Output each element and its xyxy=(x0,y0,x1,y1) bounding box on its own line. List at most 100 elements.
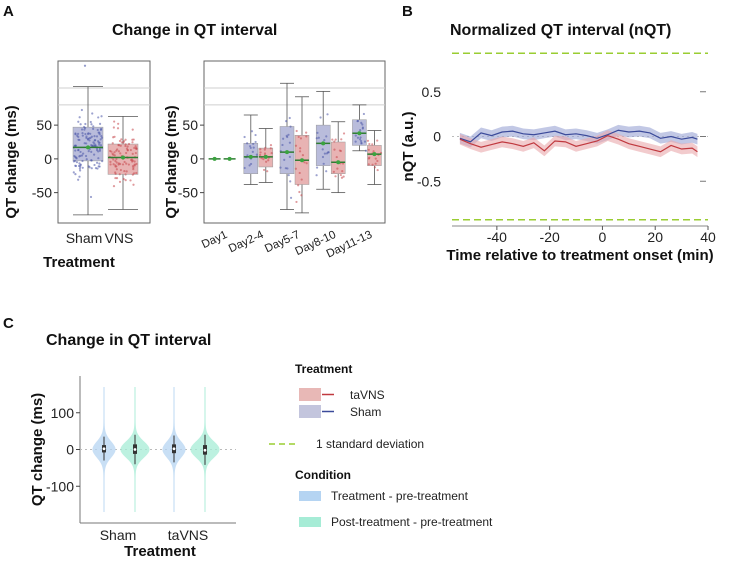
a1-box-sham-point xyxy=(93,139,96,142)
b-band-sham xyxy=(459,124,698,148)
a1-box-sham-point xyxy=(78,138,81,142)
a1-box-sham-point xyxy=(90,167,93,170)
a2-box-day2-4-sham-point xyxy=(251,150,254,153)
a2-box-day8-10-sham-point xyxy=(322,162,325,165)
a2-box-day5-7-vns-point xyxy=(295,200,298,204)
a2-box-day2-4-sham-point xyxy=(252,146,255,149)
a2-box-day5-7-vns-point xyxy=(297,184,300,187)
a1-box-vns-point xyxy=(131,173,134,176)
c-xtick-label: Sham xyxy=(100,527,137,543)
a1-box-sham-point xyxy=(78,116,81,119)
a1-box-sham-point xyxy=(74,149,77,152)
a2-box-day2-4-vns-point xyxy=(266,170,269,173)
a1-box-vns-point xyxy=(133,163,136,166)
a2-box-day2-4-vns-point xyxy=(269,147,272,150)
a1-ytick-label: 50 xyxy=(36,117,52,133)
b-band-tavns xyxy=(459,130,698,158)
c-xlabel: Treatment xyxy=(124,543,196,560)
a1-box-vns-point xyxy=(125,170,128,173)
a2-box-day8-10-vns-point xyxy=(335,155,338,159)
a1-box-sham-point xyxy=(75,156,78,159)
a2-xtick-label: Day2-4 xyxy=(227,229,266,256)
a1-box-sham-point xyxy=(83,128,86,131)
b-xtick-label: 20 xyxy=(647,229,663,245)
a1-box-vns-point xyxy=(119,168,122,172)
a2-box-day2-4-vns-point xyxy=(270,151,273,155)
a1-box-vns-point xyxy=(112,163,115,166)
a1-box-vns-point xyxy=(109,149,112,153)
a2-box-day11-13-sham-point xyxy=(354,140,357,143)
a1-box-sham-point xyxy=(89,195,93,199)
a1-box-vns-point xyxy=(133,160,136,163)
a1-ytick-label: 0 xyxy=(44,151,52,167)
a2-box-day8-10-sham-points xyxy=(315,113,330,177)
a1-box-vns-point xyxy=(129,148,132,152)
a1-box-sham-point xyxy=(96,128,99,132)
a2-box-day5-7-sham-box xyxy=(279,126,295,174)
a1-box-sham-point xyxy=(87,165,90,168)
a2-box-day1-vns-mean xyxy=(227,156,232,161)
a1-box-sham-point xyxy=(79,163,82,166)
a2-box-day2-4-vns-point xyxy=(259,148,262,151)
a2-box-day2-4-sham-point xyxy=(249,146,252,150)
a2-ytick-label: 50 xyxy=(182,117,198,133)
a1-box-sham-point xyxy=(98,148,102,151)
a1-box-vns-point xyxy=(114,159,117,163)
a2-box-day2-4-sham-point xyxy=(243,135,246,139)
a2-box-day2-4-vns-point xyxy=(265,160,268,163)
a1-box-sham-point xyxy=(84,122,87,126)
a1-xtick-label: Sham xyxy=(66,230,103,246)
a2-box-day8-10-vns-mean xyxy=(336,160,341,165)
a2-box-day5-7-sham-point xyxy=(284,167,287,170)
a1-box-sham-point xyxy=(74,132,77,135)
a2-box-day5-7-vns-point xyxy=(298,171,301,175)
c-median xyxy=(203,448,207,452)
a1-xlabel: Treatment xyxy=(43,254,115,271)
a1-box-vns-point xyxy=(131,138,134,141)
a1-box-vns-point xyxy=(124,138,127,141)
a2-box-day11-13-vns-point xyxy=(366,139,370,142)
a1-box-sham-point xyxy=(84,132,87,136)
a2-box-day11-13-vns-point xyxy=(376,159,379,163)
a2-ytick-label: -50 xyxy=(178,185,198,201)
c-xtick-label: taVNS xyxy=(168,527,208,543)
legend-tavns-swatch xyxy=(299,388,321,401)
panel-b-line-chart: 0.5 0 -0.5 -40 -20 0 20 40 nQT (a.u.) Time relati… xyxy=(400,52,716,264)
a1-box-sham-point xyxy=(78,155,81,158)
a2-box-day11-13-vns-points xyxy=(366,139,383,172)
a1-box-vns-point xyxy=(117,163,120,166)
a2-box-day5-7-vns-point xyxy=(295,129,298,133)
a1-box-vns-point xyxy=(112,185,116,188)
a1-box-sham-point xyxy=(97,116,100,119)
a2-box-day2-4-vns-point xyxy=(267,159,270,162)
legend-sham-label: Sham xyxy=(350,405,381,419)
a2-box-day11-13-sham-point xyxy=(361,127,364,130)
a1-box-vns-point xyxy=(112,158,115,161)
a2-box-day5-7-vns-point xyxy=(300,194,303,197)
a1-box-sham-point xyxy=(78,167,81,170)
a1-box-vns-point xyxy=(125,162,128,165)
a2-box-day8-10-vns-point xyxy=(340,138,343,141)
a2-box-day5-7-sham-point xyxy=(279,166,282,169)
a2-box-day2-4-vns-point xyxy=(263,152,267,155)
a2-box-day11-13-sham-point xyxy=(359,136,362,139)
a2-box-day8-10-vns-point xyxy=(341,170,344,173)
a1-box-sham-point xyxy=(100,136,104,139)
a1-box-sham-point xyxy=(86,132,90,136)
a2-box-day5-7-vns-point xyxy=(305,131,308,134)
a2-box-day11-13-sham-point xyxy=(356,119,360,123)
a1-box-sham-point xyxy=(81,166,84,169)
a2-box-day5-7-sham-point xyxy=(282,137,285,140)
a1-ytick-label: -50 xyxy=(32,185,52,201)
a1-box-vns-point xyxy=(117,150,120,153)
a1-box-vns-point xyxy=(118,144,121,147)
a2-box-day5-7-vns-point xyxy=(300,178,303,181)
a2-box-day2-4-sham-point xyxy=(243,166,246,170)
a2-box-day5-7-vns-point xyxy=(301,154,305,157)
a2-box-day2-4-sham-point xyxy=(249,145,252,148)
a1-box-vns-point xyxy=(133,146,136,150)
a2-box-day5-7-vns-point xyxy=(298,190,301,194)
legend-sd-label: 1 standard deviation xyxy=(316,437,424,451)
a1-box-vns-point xyxy=(124,144,127,148)
